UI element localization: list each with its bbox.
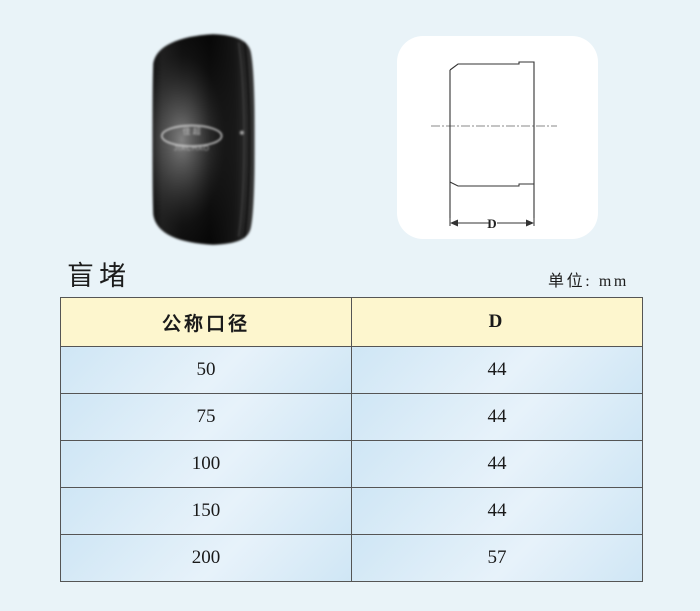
svg-text:D: D: [487, 216, 496, 231]
svg-text:JIACHAO: JIACHAO: [174, 144, 210, 152]
svg-text:佳 超: 佳 超: [183, 126, 201, 136]
